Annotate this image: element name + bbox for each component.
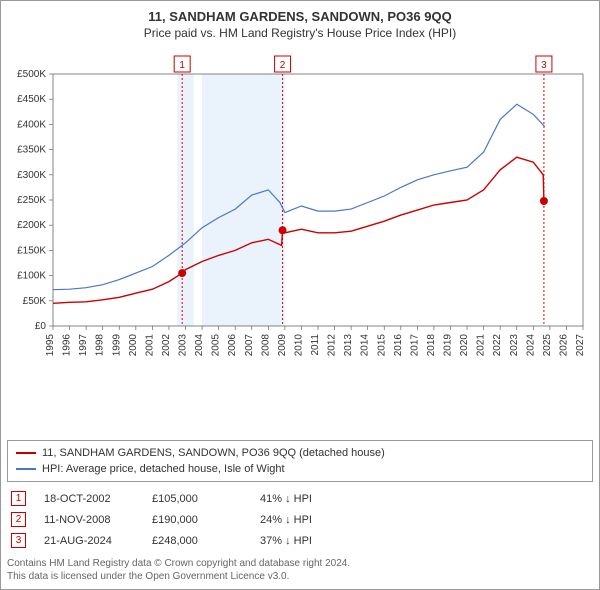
svg-text:2016: 2016 (393, 334, 404, 357)
diff-suffix: HPI (294, 514, 312, 526)
svg-text:£150K: £150K (17, 245, 46, 256)
transaction-diff: 37% ↓ HPI (260, 535, 370, 547)
svg-text:£250K: £250K (17, 195, 46, 206)
legend-row: HPI: Average price, detached house, Isle… (16, 461, 584, 477)
svg-text:£200K: £200K (17, 220, 46, 231)
svg-text:2012: 2012 (327, 334, 338, 357)
svg-text:1: 1 (179, 60, 185, 71)
svg-text:2025: 2025 (542, 334, 553, 357)
legend-row: 11, SANDHAM GARDENS, SANDOWN, PO36 9QQ (… (16, 445, 584, 461)
diff-pct: 41% (260, 493, 282, 505)
svg-text:£300K: £300K (17, 170, 46, 181)
transaction-price: £248,000 (152, 535, 242, 547)
legend-label-hpi: HPI: Average price, detached house, Isle… (42, 463, 285, 475)
svg-text:1995: 1995 (45, 334, 56, 357)
transaction-marker-icon: 3 (11, 533, 26, 548)
svg-text:1998: 1998 (95, 334, 106, 357)
svg-text:2000: 2000 (128, 334, 139, 357)
svg-text:2006: 2006 (227, 334, 238, 357)
footer: Contains HM Land Registry data © Crown c… (7, 557, 593, 583)
svg-text:3: 3 (541, 60, 547, 71)
svg-text:£400K: £400K (17, 119, 46, 130)
diff-pct: 24% (260, 514, 282, 526)
chart-card: 11, SANDHAM GARDENS, SANDOWN, PO36 9QQ P… (0, 0, 600, 590)
svg-text:2026: 2026 (558, 334, 569, 357)
svg-text:2008: 2008 (260, 334, 271, 357)
svg-text:2021: 2021 (476, 334, 487, 357)
footer-line: Contains HM Land Registry data © Crown c… (7, 557, 593, 570)
transaction-diff: 41% ↓ HPI (260, 493, 370, 505)
svg-text:2: 2 (280, 60, 286, 71)
address-title: 11, SANDHAM GARDENS, SANDOWN, PO36 9QQ (7, 9, 593, 24)
svg-text:2022: 2022 (492, 334, 503, 357)
svg-text:£450K: £450K (17, 94, 46, 105)
svg-text:2010: 2010 (293, 334, 304, 357)
transaction-marker-icon: 2 (11, 512, 26, 527)
transaction-date: 11-NOV-2008 (44, 514, 134, 526)
transaction-price: £105,000 (152, 493, 242, 505)
chart: 1 2 3 £0 £50K £100K £150K £200K £250K £300K £350K £… (7, 46, 593, 434)
svg-text:£500K: £500K (17, 69, 46, 80)
diff-suffix: HPI (294, 493, 312, 505)
svg-text:2014: 2014 (360, 334, 371, 357)
transaction-row: 2 11-NOV-2008 £190,000 24% ↓ HPI (7, 509, 593, 530)
down-arrow-icon: ↓ (285, 493, 291, 505)
svg-text:2027: 2027 (575, 334, 586, 357)
legend: 11, SANDHAM GARDENS, SANDOWN, PO36 9QQ (… (7, 440, 593, 482)
legend-swatch-property (16, 452, 36, 454)
transaction-row: 1 18-OCT-2002 £105,000 41% ↓ HPI (7, 488, 593, 509)
svg-text:2019: 2019 (443, 334, 454, 357)
svg-text:2020: 2020 (459, 334, 470, 357)
transaction-marker-icon: 1 (11, 491, 26, 506)
diff-pct: 37% (260, 535, 282, 547)
svg-text:£350K: £350K (17, 145, 46, 156)
svg-text:2009: 2009 (277, 334, 288, 357)
diff-suffix: HPI (294, 535, 312, 547)
svg-text:1996: 1996 (62, 334, 73, 357)
svg-text:2002: 2002 (161, 334, 172, 357)
svg-text:2017: 2017 (409, 334, 420, 357)
svg-text:2018: 2018 (426, 334, 437, 357)
subtitle: Price paid vs. HM Land Registry's House … (7, 26, 593, 40)
svg-text:2003: 2003 (178, 334, 189, 357)
svg-text:£50K: £50K (23, 296, 47, 307)
transactions-table: 1 18-OCT-2002 £105,000 41% ↓ HPI 2 11-NO… (7, 488, 593, 551)
legend-label-property: 11, SANDHAM GARDENS, SANDOWN, PO36 9QQ (… (42, 447, 385, 459)
svg-text:2015: 2015 (376, 334, 387, 357)
svg-text:£0: £0 (35, 321, 47, 332)
svg-text:2001: 2001 (144, 334, 155, 357)
down-arrow-icon: ↓ (285, 535, 291, 547)
svg-text:2011: 2011 (310, 334, 321, 356)
svg-text:1999: 1999 (111, 334, 122, 357)
svg-text:£100K: £100K (17, 271, 46, 282)
svg-text:2007: 2007 (244, 334, 255, 357)
svg-text:2013: 2013 (343, 334, 354, 357)
svg-text:2005: 2005 (211, 334, 222, 357)
svg-text:2024: 2024 (525, 334, 536, 357)
svg-text:2004: 2004 (194, 334, 205, 357)
transaction-price: £190,000 (152, 514, 242, 526)
transaction-date: 21-AUG-2024 (44, 535, 134, 547)
chart-svg: 1 2 3 £0 £50K £100K £150K £200K £250K £300K £350K £… (7, 46, 593, 386)
footer-line: This data is licensed under the Open Gov… (7, 570, 593, 583)
svg-text:2023: 2023 (509, 334, 520, 357)
titles: 11, SANDHAM GARDENS, SANDOWN, PO36 9QQ P… (7, 9, 593, 46)
transaction-row: 3 21-AUG-2024 £248,000 37% ↓ HPI (7, 530, 593, 551)
down-arrow-icon: ↓ (285, 514, 291, 526)
transaction-diff: 24% ↓ HPI (260, 514, 370, 526)
svg-text:1997: 1997 (78, 334, 89, 357)
legend-swatch-hpi (16, 468, 36, 470)
transaction-date: 18-OCT-2002 (44, 493, 134, 505)
